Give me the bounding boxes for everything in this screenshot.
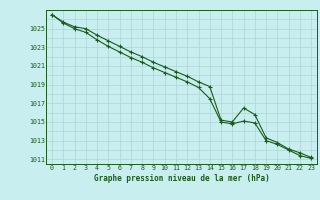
X-axis label: Graphe pression niveau de la mer (hPa): Graphe pression niveau de la mer (hPa) — [94, 174, 269, 183]
